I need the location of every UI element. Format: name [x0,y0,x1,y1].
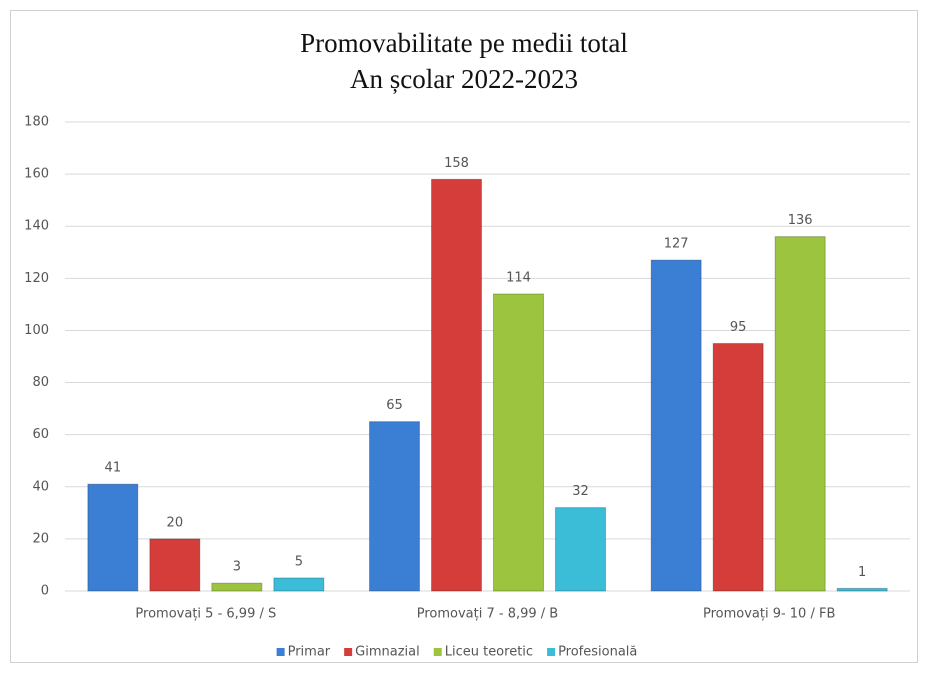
y-tick-label: 180 [24,115,49,130]
bar [836,587,888,592]
data-label: 95 [730,320,747,335]
chart-title: Promovabilitate pe medii total [300,28,628,58]
data-label: 5 [295,554,303,569]
x-tick-label: Promovați 9- 10 / FB [703,607,835,622]
bar [712,342,764,592]
bar [211,582,263,592]
data-label: 158 [444,156,469,171]
y-tick-label: 40 [32,479,49,494]
legend-swatch [547,648,556,656]
x-tick-label: Promovați 5 - 6,99 / S [135,607,276,622]
data-label: 41 [105,461,122,476]
legend-label: Profesională [558,645,637,660]
bar [431,178,482,592]
chart-subtitle: An școlar 2022-2023 [350,64,578,94]
data-label: 32 [572,484,589,499]
legend-swatch [433,648,442,656]
y-tick-label: 60 [32,427,49,442]
y-tick-label: 20 [32,531,49,546]
bar [87,483,139,592]
x-tick-label: Promovați 7 - 8,99 / B [417,607,558,622]
legend-swatch [276,648,285,656]
bar [149,538,201,592]
data-label: 20 [167,515,184,530]
bar [273,577,325,592]
legend-label: Gimnazial [355,645,420,660]
data-label: 127 [664,237,689,252]
legend-label: Primar [288,645,331,660]
y-tick-label: 100 [24,323,49,338]
data-label: 3 [233,560,241,575]
data-label: 136 [788,213,813,228]
bar [369,421,420,592]
data-label: 65 [386,398,403,413]
y-tick-label: 80 [32,375,49,390]
data-label: 114 [506,270,531,285]
legend-label: Liceu teoretic [445,645,533,660]
bar [555,507,606,592]
legend-swatch [344,648,353,656]
bar [650,259,702,592]
bar [493,293,544,592]
data-label: 1 [858,565,866,580]
bar [774,236,826,592]
y-tick-label: 140 [24,219,49,234]
y-tick-label: 160 [24,167,49,182]
y-tick-label: 0 [41,584,49,599]
y-tick-label: 120 [24,271,49,286]
